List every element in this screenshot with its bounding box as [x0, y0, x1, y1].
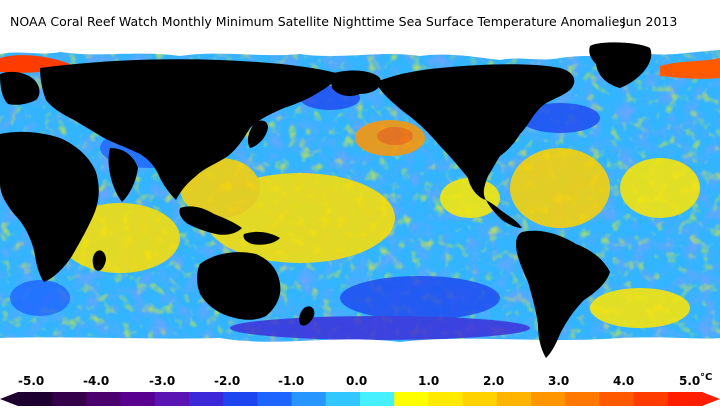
tick-label: -2.0	[214, 374, 241, 388]
colorbar-segment	[86, 392, 122, 406]
map-title: NOAA Coral Reef Watch Monthly Minimum Sa…	[0, 14, 720, 30]
australia	[197, 252, 281, 320]
world-anomaly-map	[0, 38, 720, 370]
colorbar-segment	[257, 392, 293, 406]
colorbar-arrow-low	[0, 392, 18, 406]
colorbar-arrow-high	[702, 392, 720, 406]
colorbar-segment	[120, 392, 156, 406]
greenland	[589, 42, 652, 88]
colorbar-segment	[599, 392, 635, 406]
central-america	[486, 200, 522, 228]
colorbar-segment	[394, 392, 429, 406]
colorbar-segment	[462, 392, 498, 406]
colorbar-segment	[360, 392, 395, 406]
colorbar-segment	[667, 392, 703, 406]
title-text: NOAA Coral Reef Watch Monthly Minimum Sa…	[10, 14, 626, 29]
colorbar-segment	[223, 392, 258, 406]
maritime-southeast-asia	[179, 206, 242, 235]
japan	[247, 120, 268, 148]
tick-label: -5.0	[18, 374, 45, 388]
colorbar	[0, 392, 720, 406]
tick-label: 1.0	[418, 374, 440, 388]
africa	[0, 131, 99, 282]
colorbar-segment	[291, 392, 327, 406]
new-guinea	[243, 231, 280, 245]
arctic-ice	[0, 38, 720, 60]
south-america	[516, 230, 610, 358]
north-america	[376, 64, 575, 200]
colorbar-legend: -5.0 -4.0 -3.0 -2.0 -1.0 0.0 1.0 2.0 3.0…	[0, 372, 720, 411]
arctic-warm-patch-east	[660, 58, 720, 79]
colorbar-segment	[154, 392, 190, 406]
date-label: Jun 2013	[622, 14, 678, 29]
tick-label: 0.0	[346, 374, 368, 388]
tick-label: 5.0	[679, 374, 701, 388]
colorbar-segment	[428, 392, 464, 406]
colorbar-segment	[496, 392, 532, 406]
colorbar-segment	[531, 392, 566, 406]
antarctica	[0, 337, 720, 370]
tick-label: 2.0	[483, 374, 505, 388]
alaska	[330, 70, 381, 96]
colorbar-segment	[189, 392, 224, 406]
colorbar-segment	[325, 392, 361, 406]
europe	[0, 71, 40, 105]
indian-subcontinent	[108, 148, 138, 202]
colorbar-segment	[18, 392, 53, 406]
colorbar-segment	[52, 392, 87, 406]
tick-label: -1.0	[278, 374, 305, 388]
madagascar	[92, 250, 106, 271]
tick-label: -3.0	[149, 374, 176, 388]
tick-label: 3.0	[548, 374, 570, 388]
tick-label: -4.0	[83, 374, 110, 388]
tick-label: 4.0	[613, 374, 635, 388]
colorbar-segment	[633, 392, 669, 406]
colorbar-segment	[565, 392, 600, 406]
new-zealand	[299, 306, 315, 326]
unit-label: °C	[700, 372, 713, 383]
asia	[40, 59, 340, 200]
